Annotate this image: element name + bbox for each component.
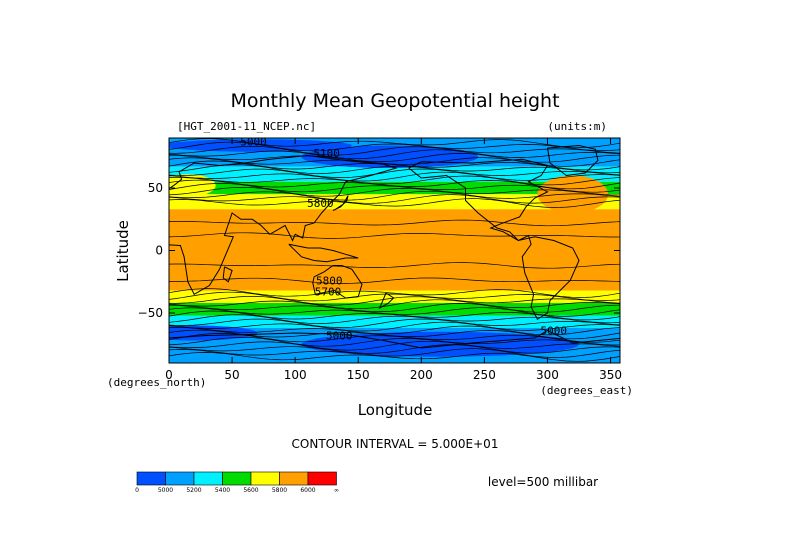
contour-line-32 bbox=[169, 344, 620, 354]
contour-line-3 bbox=[169, 149, 620, 160]
contour-line-29 bbox=[169, 333, 620, 343]
contour-line-17 bbox=[169, 288, 620, 298]
y-tick-label-2: −50 bbox=[138, 306, 163, 320]
contour-label-5: 5000 bbox=[326, 329, 353, 342]
colorbar-label-7: ∞ bbox=[334, 487, 339, 494]
contour-line-24 bbox=[169, 314, 620, 324]
contour-label-4: 5700 bbox=[315, 286, 342, 299]
x-tick-label-6: 300 bbox=[536, 368, 559, 382]
x-tick-label-4: 200 bbox=[410, 368, 433, 382]
contour-line-14 bbox=[169, 190, 620, 201]
contour-line-4 bbox=[169, 153, 620, 163]
contour-line-30 bbox=[169, 336, 620, 347]
coastline-6 bbox=[378, 292, 395, 310]
colorbar-label-3: 5400 bbox=[215, 487, 230, 494]
contour-line-15 bbox=[169, 194, 620, 204]
contour-line-27 bbox=[169, 325, 620, 336]
y-axis-label: Latitude bbox=[114, 220, 132, 282]
coastline-5 bbox=[288, 243, 359, 263]
x-axis-label: Longitude bbox=[358, 401, 433, 419]
level-label: level=500 millibar bbox=[488, 475, 598, 489]
x-tick-label-7: 350 bbox=[599, 368, 622, 382]
x-unit-label: (degrees_east) bbox=[540, 384, 633, 397]
contour-line-35 bbox=[169, 232, 620, 239]
colorbar-label-5: 5800 bbox=[272, 487, 287, 494]
y-tick-label-0: 50 bbox=[148, 181, 163, 195]
coastline-0 bbox=[169, 154, 398, 295]
x-tick-label-5: 250 bbox=[473, 368, 496, 382]
coastline-2 bbox=[312, 265, 363, 299]
contour-line-12 bbox=[169, 183, 620, 193]
contour-line-26 bbox=[169, 321, 620, 332]
y-axis-ticks: 50 0 −50 bbox=[138, 181, 620, 320]
contour-line-23 bbox=[169, 310, 620, 321]
colorbar-swatch-4 bbox=[250, 471, 280, 486]
x-axis-ticks: 0 50 100 150 200 250 300 350 bbox=[165, 138, 622, 382]
contour-label-2: 5800 bbox=[307, 197, 334, 210]
contour-line-10 bbox=[169, 175, 620, 186]
contour-line-18 bbox=[169, 291, 620, 302]
coastline-3 bbox=[547, 144, 599, 177]
y-unit-label: (degrees_north) bbox=[107, 376, 206, 389]
colorbar-label-0: 0 bbox=[135, 487, 139, 494]
colorbar-label-6: 6000 bbox=[300, 487, 315, 494]
x-tick-label-1: 50 bbox=[224, 368, 239, 382]
height-band-4 bbox=[169, 209, 620, 291]
colorbar-swatch-0 bbox=[136, 471, 166, 486]
x-tick-label-0: 0 bbox=[165, 368, 173, 382]
contour-line-9 bbox=[169, 171, 620, 182]
contour-line-8 bbox=[169, 168, 620, 178]
coastline-8 bbox=[332, 195, 349, 211]
colorbar-label-4: 5600 bbox=[243, 487, 258, 494]
contour-line-37 bbox=[169, 219, 620, 227]
height-cell-0 bbox=[169, 139, 352, 152]
contour-line-38 bbox=[169, 277, 620, 284]
colorbar-label-2: 5200 bbox=[186, 487, 201, 494]
contour-line-7 bbox=[169, 164, 620, 174]
contour-line-11 bbox=[169, 179, 620, 190]
y-tick-label-1: 0 bbox=[155, 244, 163, 258]
colorbar-swatch-3 bbox=[222, 471, 252, 486]
colorbar-swatch-6 bbox=[307, 471, 337, 486]
contour-line-0 bbox=[169, 138, 620, 148]
colorbar-swatch-5 bbox=[279, 471, 309, 486]
height-band-5 bbox=[169, 290, 620, 303]
contour-line-36 bbox=[169, 262, 620, 269]
contour-line-1 bbox=[169, 141, 620, 152]
x-tick-label-3: 150 bbox=[347, 368, 370, 382]
colorbar-swatch-2 bbox=[193, 471, 223, 486]
contour-line-20 bbox=[169, 299, 620, 310]
contour-line-25 bbox=[169, 318, 620, 328]
coastline-7 bbox=[222, 266, 233, 283]
contour-line-19 bbox=[169, 295, 620, 306]
contour-label-6: 5000 bbox=[541, 324, 568, 337]
contour-line-22 bbox=[169, 307, 620, 317]
x-tick-label-2: 100 bbox=[284, 368, 307, 382]
contour-interval-label: CONTOUR INTERVAL = 5.000E+01 bbox=[292, 437, 499, 451]
contour-label-1: 5100 bbox=[313, 147, 340, 160]
contour-line-13 bbox=[169, 186, 620, 197]
colorbar-swatch-1 bbox=[165, 471, 195, 486]
coastline-4 bbox=[169, 329, 620, 349]
contour-line-31 bbox=[169, 340, 620, 351]
colorbar-label-1: 5000 bbox=[158, 487, 173, 494]
colorbar: 0 5000 5200 5400 5600 5800 6000 ∞ bbox=[135, 471, 339, 494]
coastline-1 bbox=[408, 158, 580, 321]
dataset-label: [HGT_2001-11_NCEP.nc] bbox=[177, 120, 316, 133]
units-label: (units:m) bbox=[547, 120, 607, 133]
contour-line-16 bbox=[169, 198, 620, 208]
contour-label-3: 5800 bbox=[316, 274, 343, 287]
contour-label-0: 5000 bbox=[240, 136, 267, 149]
chart-title: Monthly Mean Geopotential height bbox=[230, 90, 559, 112]
